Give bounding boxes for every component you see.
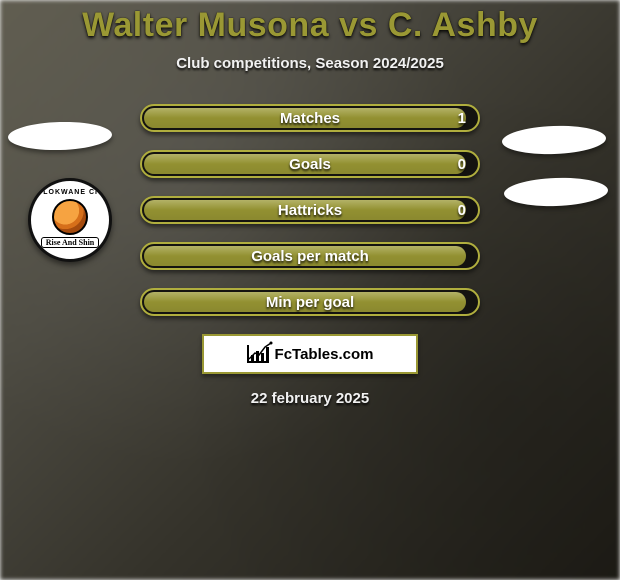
card: Walter Musona vs C. Ashby Club competiti… bbox=[0, 0, 620, 407]
club-badge: POLOKWANE CITY Rise And Shin bbox=[28, 178, 112, 262]
stat-bars: Matches1Goals0Hattricks0Goals per matchM… bbox=[140, 104, 480, 316]
title: Walter Musona vs C. Ashby bbox=[82, 6, 538, 45]
subtitle: Club competitions, Season 2024/2025 bbox=[176, 55, 444, 72]
stat-bar-value: 1 bbox=[458, 106, 466, 130]
club-badge-top-text: POLOKWANE CITY bbox=[31, 189, 109, 196]
chart-icon bbox=[247, 345, 269, 363]
stat-bar-label: Hattricks bbox=[142, 198, 478, 222]
stat-bar-label: Min per goal bbox=[142, 290, 478, 314]
stat-bar-label: Matches bbox=[142, 106, 478, 130]
stat-bar-value: 0 bbox=[458, 152, 466, 176]
player-left-placeholder bbox=[8, 121, 113, 152]
player-right-placeholder-2 bbox=[504, 176, 609, 208]
stat-bar: Min per goal bbox=[140, 288, 480, 316]
stat-bar: Goals0 bbox=[140, 150, 480, 178]
club-badge-ball-icon bbox=[52, 199, 88, 235]
player-right-placeholder-1 bbox=[502, 124, 607, 156]
stat-bar-label: Goals bbox=[142, 152, 478, 176]
stat-bar: Hattricks0 bbox=[140, 196, 480, 224]
stat-bar: Matches1 bbox=[140, 104, 480, 132]
fctables-logo-text: FcTables.com bbox=[275, 346, 374, 363]
stat-bar: Goals per match bbox=[140, 242, 480, 270]
date-label: 22 february 2025 bbox=[251, 390, 369, 407]
stat-bar-value: 0 bbox=[458, 198, 466, 222]
stat-bar-label: Goals per match bbox=[142, 244, 478, 268]
club-badge-ribbon: Rise And Shin bbox=[41, 237, 99, 248]
fctables-logo[interactable]: FcTables.com bbox=[202, 334, 418, 374]
